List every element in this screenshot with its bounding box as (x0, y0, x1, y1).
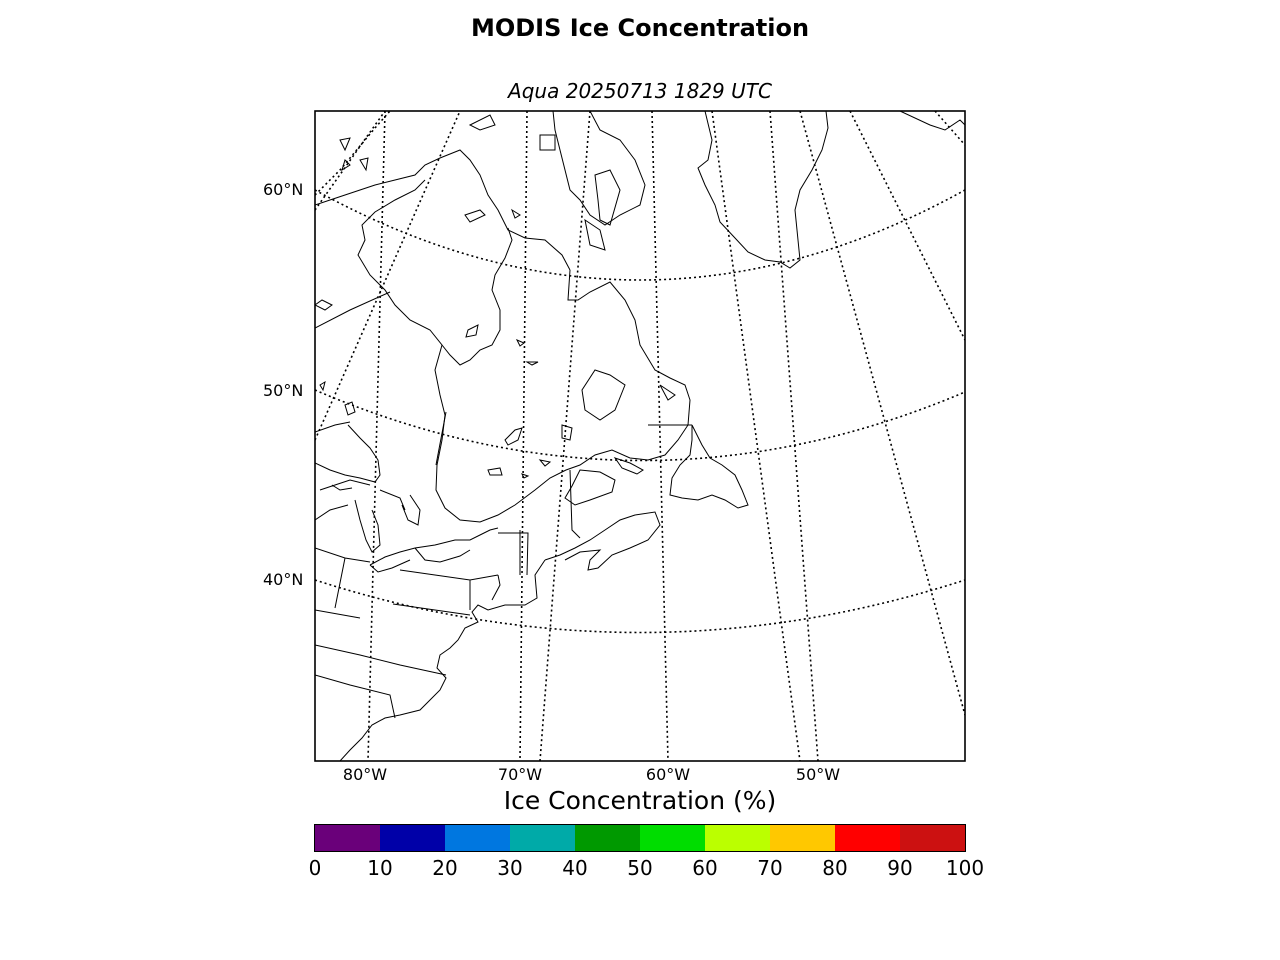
colorbar-segment (315, 825, 380, 851)
colorbar-tick-label: 80 (822, 856, 848, 880)
colorbar-tick-label: 10 (367, 856, 393, 880)
colorbar-tick-label: 50 (627, 856, 653, 880)
colorbar-tick-label: 40 (562, 856, 588, 880)
hudson-bay-coast (315, 149, 571, 271)
colorbar-segment (510, 825, 575, 851)
chart-subtitle: Aqua 20250713 1829 UTC (508, 79, 772, 103)
meridian-70w (519, 111, 528, 761)
colorbar-tick-label: 60 (692, 856, 718, 880)
colorbar-segment (835, 825, 900, 851)
colorbar-tick-label: 20 (432, 856, 458, 880)
greenland-coast (697, 111, 829, 269)
lon-label-60w: 60°W (645, 765, 691, 784)
us-east-coast (339, 559, 546, 761)
lon-label-50w: 50°W (795, 765, 841, 784)
colorbar-tick-label: 30 (497, 856, 523, 880)
lon-label-80w: 80°W (342, 765, 388, 784)
colorbar-segment (900, 825, 965, 851)
maritimes-coast (544, 511, 661, 571)
baffin-coast (552, 111, 646, 226)
chart-title: MODIS Ice Concentration (470, 14, 810, 42)
colorbar-segment (640, 825, 705, 851)
map-frame (314, 110, 966, 762)
colorbar (314, 824, 966, 852)
parallel-50n (315, 389, 965, 462)
lat-label-60n: 60°N (263, 180, 304, 199)
colorbar-segment (575, 825, 640, 851)
colorbar-segment (770, 825, 835, 851)
parallel-40n (315, 579, 965, 634)
james-bay-coast (441, 227, 513, 366)
newfoundland-coast (669, 424, 749, 509)
colorbar-tick-label: 100 (945, 856, 985, 880)
meridian-60w (651, 111, 669, 761)
colorbar-label: Ice Concentration (%) (503, 786, 777, 815)
great-lakes (315, 479, 499, 573)
parallel-60n (315, 189, 965, 281)
meridian-80w (367, 111, 386, 761)
lat-label-40n: 40°N (263, 570, 304, 589)
political-borders (315, 291, 692, 719)
lat-label-50n: 50°N (263, 381, 304, 400)
colorbar-segment (380, 825, 445, 851)
colorbar-segment (705, 825, 770, 851)
lon-label-70w: 70°W (497, 765, 543, 784)
quebec-labrador-coast (357, 179, 691, 523)
colorbar-tick-label: 90 (887, 856, 913, 880)
colorbar-tick-label: 0 (308, 856, 322, 880)
colorbar-tick-label: 70 (757, 856, 783, 880)
graticule (315, 111, 965, 761)
meridian-50w (769, 111, 819, 761)
colorbar-segment (445, 825, 510, 851)
